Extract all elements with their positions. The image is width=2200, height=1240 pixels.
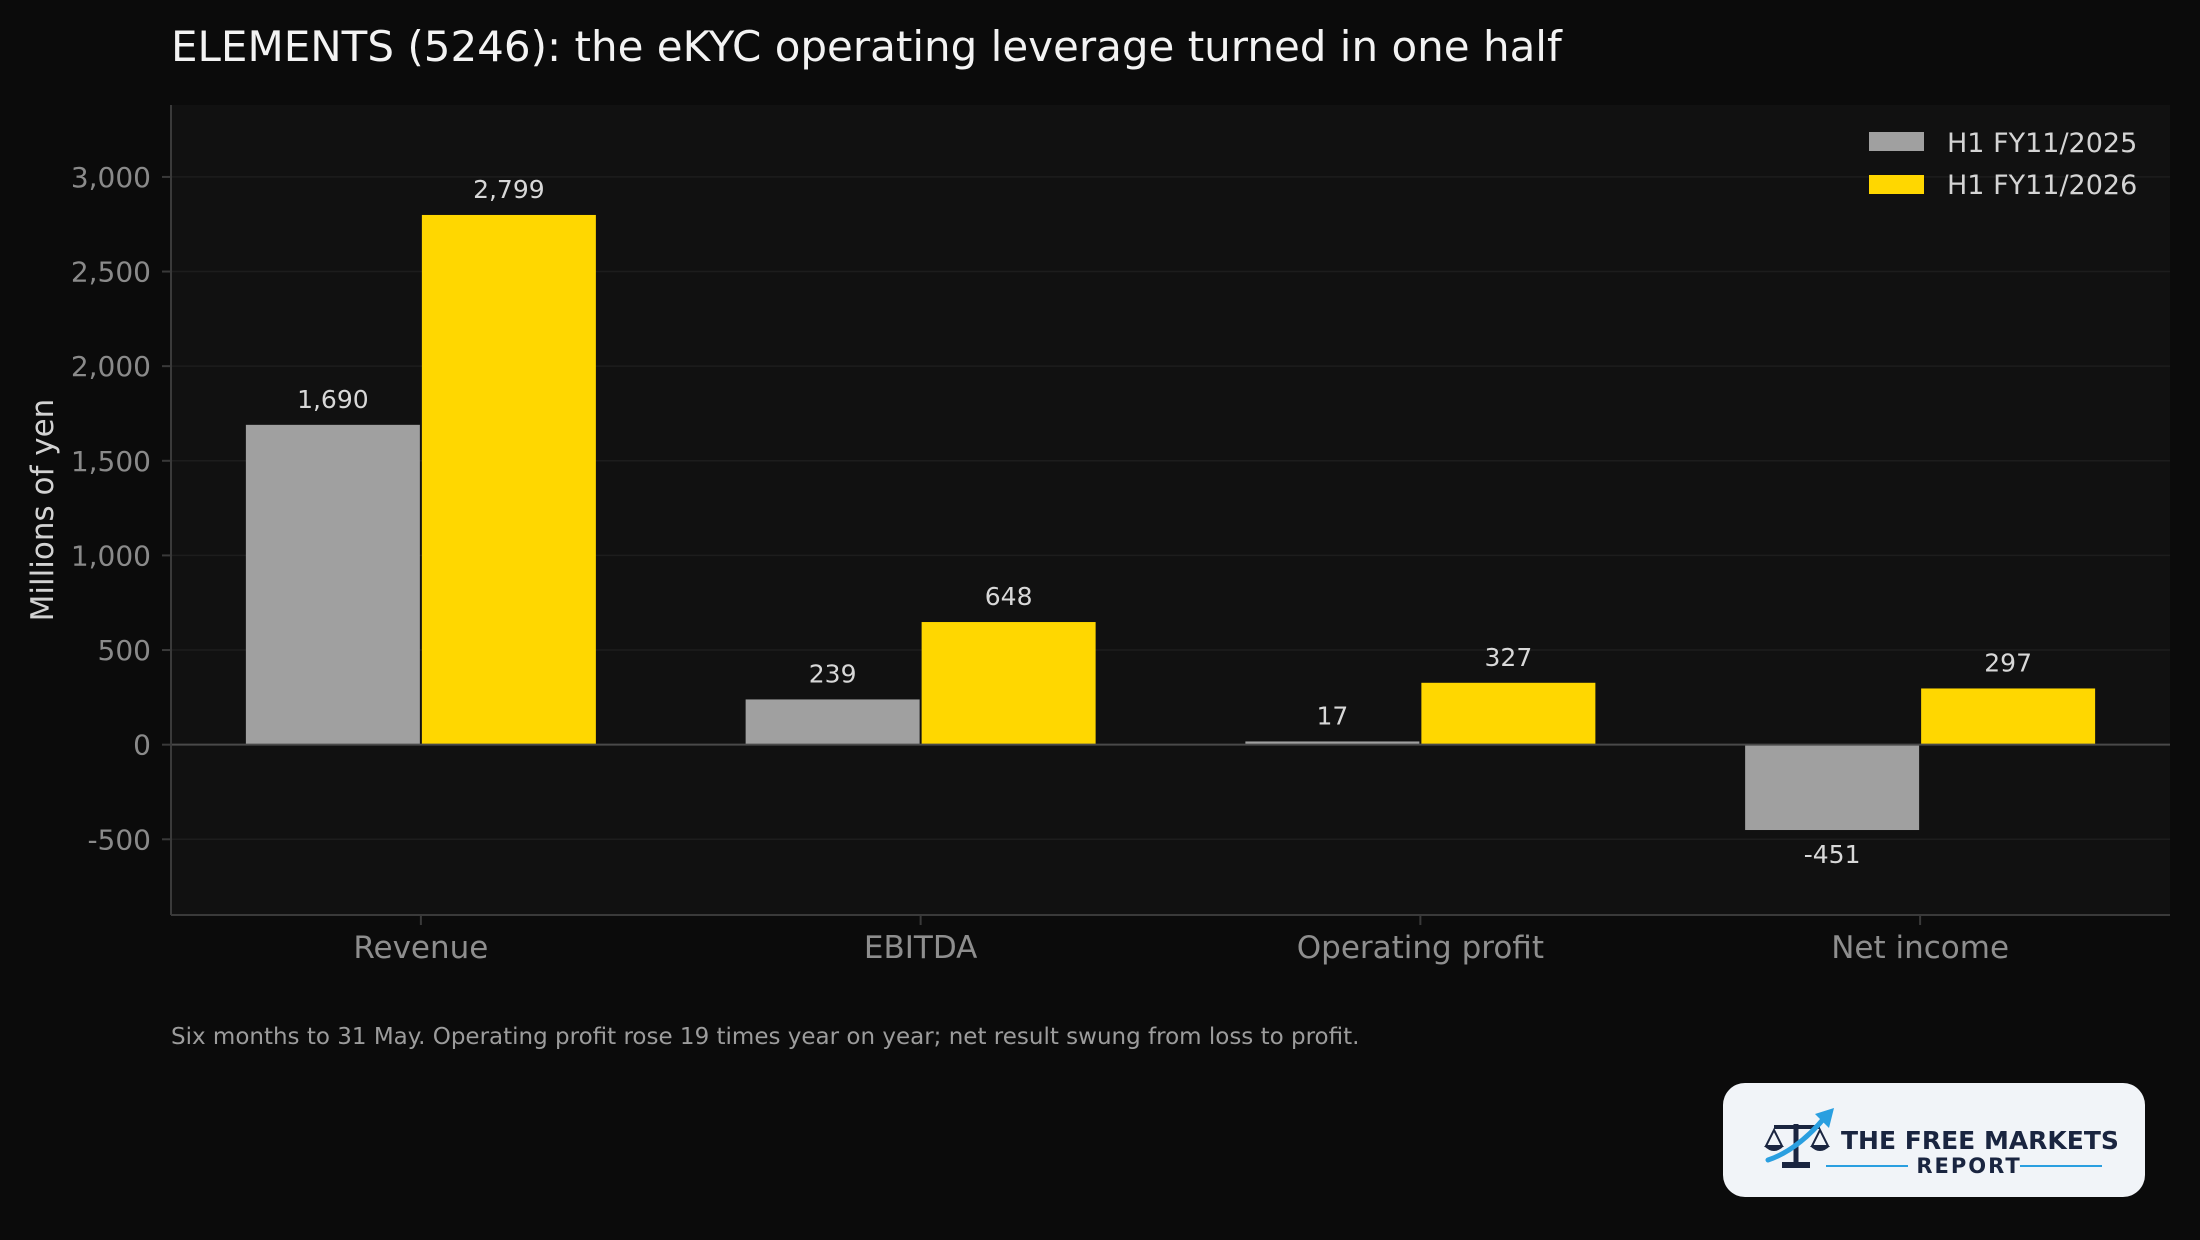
y-tick-label: 3,000: [71, 161, 151, 194]
chart-caption: Six months to 31 May. Operating profit r…: [171, 1024, 1359, 1050]
data-label: -451: [1804, 840, 1861, 869]
legend-label-h1-fy2025: H1 FY11/2025: [1947, 128, 2137, 159]
bar-h1-fy2025-ebitda: [745, 699, 920, 745]
chart-title: ELEMENTS (5246): the eKYC operating leve…: [171, 22, 1563, 71]
x-tick-label: Revenue: [353, 930, 488, 966]
legend-swatch-h1-fy2025: [1869, 132, 1924, 151]
scales-with-arrow-icon: [1764, 1108, 1834, 1168]
bar-h1-fy2026-net-income: [1921, 688, 2096, 745]
x-tick-label: Operating profit: [1297, 930, 1544, 966]
bars: [245, 214, 2096, 831]
y-tick-label: -500: [87, 823, 151, 856]
data-label: 2,799: [473, 175, 545, 204]
data-label: 648: [985, 582, 1033, 611]
legend-label-h1-fy2026: H1 FY11/2026: [1947, 170, 2137, 201]
data-label: 17: [1316, 701, 1348, 730]
y-tick-label: 2,000: [71, 350, 151, 383]
legend: H1 FY11/2025 H1 FY11/2026: [1869, 128, 2137, 201]
data-label: 239: [809, 659, 857, 688]
y-tick-label: 2,500: [71, 256, 151, 289]
y-tick-label: 1,000: [71, 539, 151, 572]
bar-h1-fy2026-ebitda: [921, 622, 1096, 745]
logo-text-line2: REPORT: [1916, 1154, 2021, 1178]
bar-h1-fy2025-net-income: [1745, 744, 1920, 831]
y-axis-title: Millions of yen: [25, 399, 61, 622]
bar-h1-fy2025-revenue: [245, 424, 420, 745]
bar-h1-fy2026-operating-profit: [1421, 682, 1596, 745]
y-tick-label: 500: [98, 634, 151, 667]
y-tick-label: 1,500: [71, 445, 151, 478]
bar-h1-fy2026-revenue: [421, 214, 596, 745]
data-label: 297: [1984, 648, 2032, 677]
y-tick-label: 0: [133, 729, 151, 762]
data-label: 1,690: [297, 385, 369, 414]
the-free-markets-report-logo: THE FREE MARKETS REPORT: [1723, 1083, 2145, 1197]
x-tick-label: EBITDA: [864, 930, 977, 966]
data-label: 327: [1485, 643, 1533, 672]
bar-h1-fy2025-operating-profit: [1245, 741, 1420, 745]
data-labels: 1,690 2,799 239 648 17 327 -451 297: [297, 175, 2032, 869]
legend-swatch-h1-fy2026: [1869, 175, 1924, 194]
axes: -500 0 500 1,000 1,500 2,000 2,500 3,000 Revenue…: [71, 105, 2170, 966]
logo-text-line1: THE FREE MARKETS: [1841, 1126, 2119, 1155]
x-tick-label: Net income: [1831, 930, 2009, 966]
